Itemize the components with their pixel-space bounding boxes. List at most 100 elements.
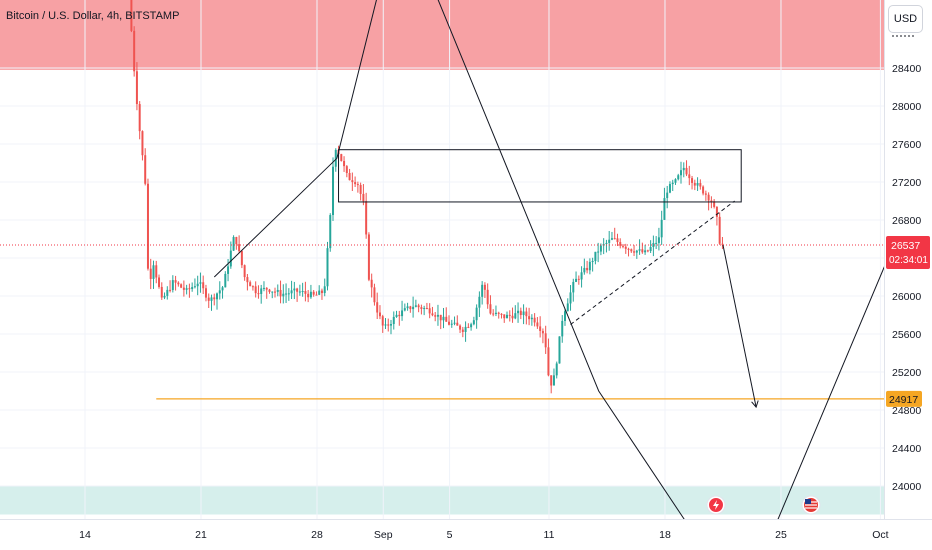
candle-body	[401, 310, 404, 317]
candle-body	[287, 293, 290, 295]
candle-body	[713, 201, 716, 207]
candle-body	[249, 282, 252, 287]
candle-body	[199, 282, 202, 284]
candle-body	[221, 287, 224, 291]
candle-body	[605, 242, 608, 244]
candle-body	[569, 292, 572, 304]
consolidation-rectangle[interactable]	[338, 149, 742, 203]
candle-body	[677, 175, 680, 180]
candle-body	[671, 182, 674, 185]
candle-body	[312, 291, 315, 295]
candle-body	[646, 250, 649, 252]
candle-body	[472, 320, 475, 325]
current-price-tag	[886, 235, 930, 269]
candle-body	[307, 293, 310, 298]
candle-body	[627, 248, 630, 250]
candle-body	[503, 314, 506, 319]
candle-body	[638, 249, 641, 251]
candle-body	[182, 287, 185, 290]
candle-body	[174, 280, 177, 283]
candle-body	[373, 287, 376, 303]
zigzag-line[interactable]	[213, 0, 706, 550]
candle-body	[608, 239, 611, 243]
candle-body	[384, 324, 387, 326]
candle-body	[702, 186, 705, 194]
candle-body	[177, 282, 180, 285]
candle-body	[635, 250, 638, 253]
candle-body	[320, 290, 323, 294]
candle-body	[610, 238, 613, 240]
candle-body	[323, 286, 326, 294]
candle-body	[362, 193, 365, 202]
candle-body	[351, 180, 354, 183]
candle-body	[530, 317, 533, 320]
candle-body	[561, 320, 564, 337]
price-tick-label: 26800	[892, 215, 921, 227]
candles-layer	[130, 0, 724, 394]
candle-body	[494, 312, 497, 314]
candle-body	[680, 170, 683, 176]
candle-body	[431, 313, 434, 316]
candle-body	[166, 289, 169, 296]
candle-body	[254, 286, 257, 294]
candle-body	[641, 249, 644, 253]
candle-body	[497, 312, 500, 314]
support-zone	[0, 486, 884, 515]
current-price-label: 26537	[891, 240, 920, 252]
drawings-layer[interactable]	[0, 0, 903, 550]
candle-body	[290, 290, 293, 294]
candle-body	[558, 336, 561, 364]
candle-body	[191, 287, 194, 290]
candle-body	[434, 315, 437, 317]
candle-body	[428, 308, 431, 314]
candle-body	[533, 317, 536, 323]
currency-button[interactable]: USD	[888, 5, 923, 33]
candle-body	[395, 314, 398, 317]
candle-body	[163, 295, 166, 298]
candle-body	[276, 289, 279, 292]
candle-body	[663, 198, 666, 220]
price-tick-label: 24000	[892, 481, 921, 493]
candle-body	[152, 265, 155, 279]
candle-body	[354, 182, 357, 185]
event-icons[interactable]	[706, 495, 821, 515]
candle-body	[633, 251, 636, 253]
candle-body	[412, 306, 415, 310]
candle-body	[218, 290, 221, 294]
candle-body	[519, 310, 522, 316]
candle-body	[229, 250, 232, 267]
price-tick-label: 25600	[892, 329, 921, 341]
candle-body	[619, 242, 622, 246]
candle-body	[251, 286, 254, 288]
candle-body	[202, 282, 205, 289]
candle-body	[326, 248, 329, 287]
candle-body	[392, 316, 395, 325]
candle-body	[367, 234, 370, 280]
candle-body	[232, 237, 235, 251]
candle-body	[478, 296, 481, 308]
time-axis[interactable]: 14 21 28 Sep 5 11 18 25 Oct	[0, 519, 932, 550]
candle-body	[149, 268, 152, 279]
candle-body	[356, 184, 359, 186]
dashed-trendline[interactable]	[570, 200, 735, 325]
price-tick-label: 27600	[892, 139, 921, 151]
candle-body	[133, 30, 136, 72]
time-tick-label: 11	[544, 529, 555, 541]
candle-body	[207, 297, 210, 301]
rebound-line[interactable]	[775, 224, 903, 525]
candle-body	[652, 243, 655, 247]
candle-body	[235, 237, 238, 245]
candle-body	[216, 293, 219, 300]
candle-body	[417, 305, 420, 308]
flag-canton	[805, 499, 811, 504]
candle-body	[210, 297, 213, 301]
candle-body	[298, 291, 301, 293]
price-axis[interactable]: 2400024400248002520025600260002640026800…	[884, 0, 932, 550]
price-tick-label: 27200	[892, 177, 921, 189]
candle-body	[453, 322, 456, 324]
time-tick-label: Oct	[872, 529, 888, 541]
candle-body	[348, 173, 351, 181]
candle-body	[544, 333, 547, 348]
projection-arrow[interactable]	[722, 244, 757, 408]
